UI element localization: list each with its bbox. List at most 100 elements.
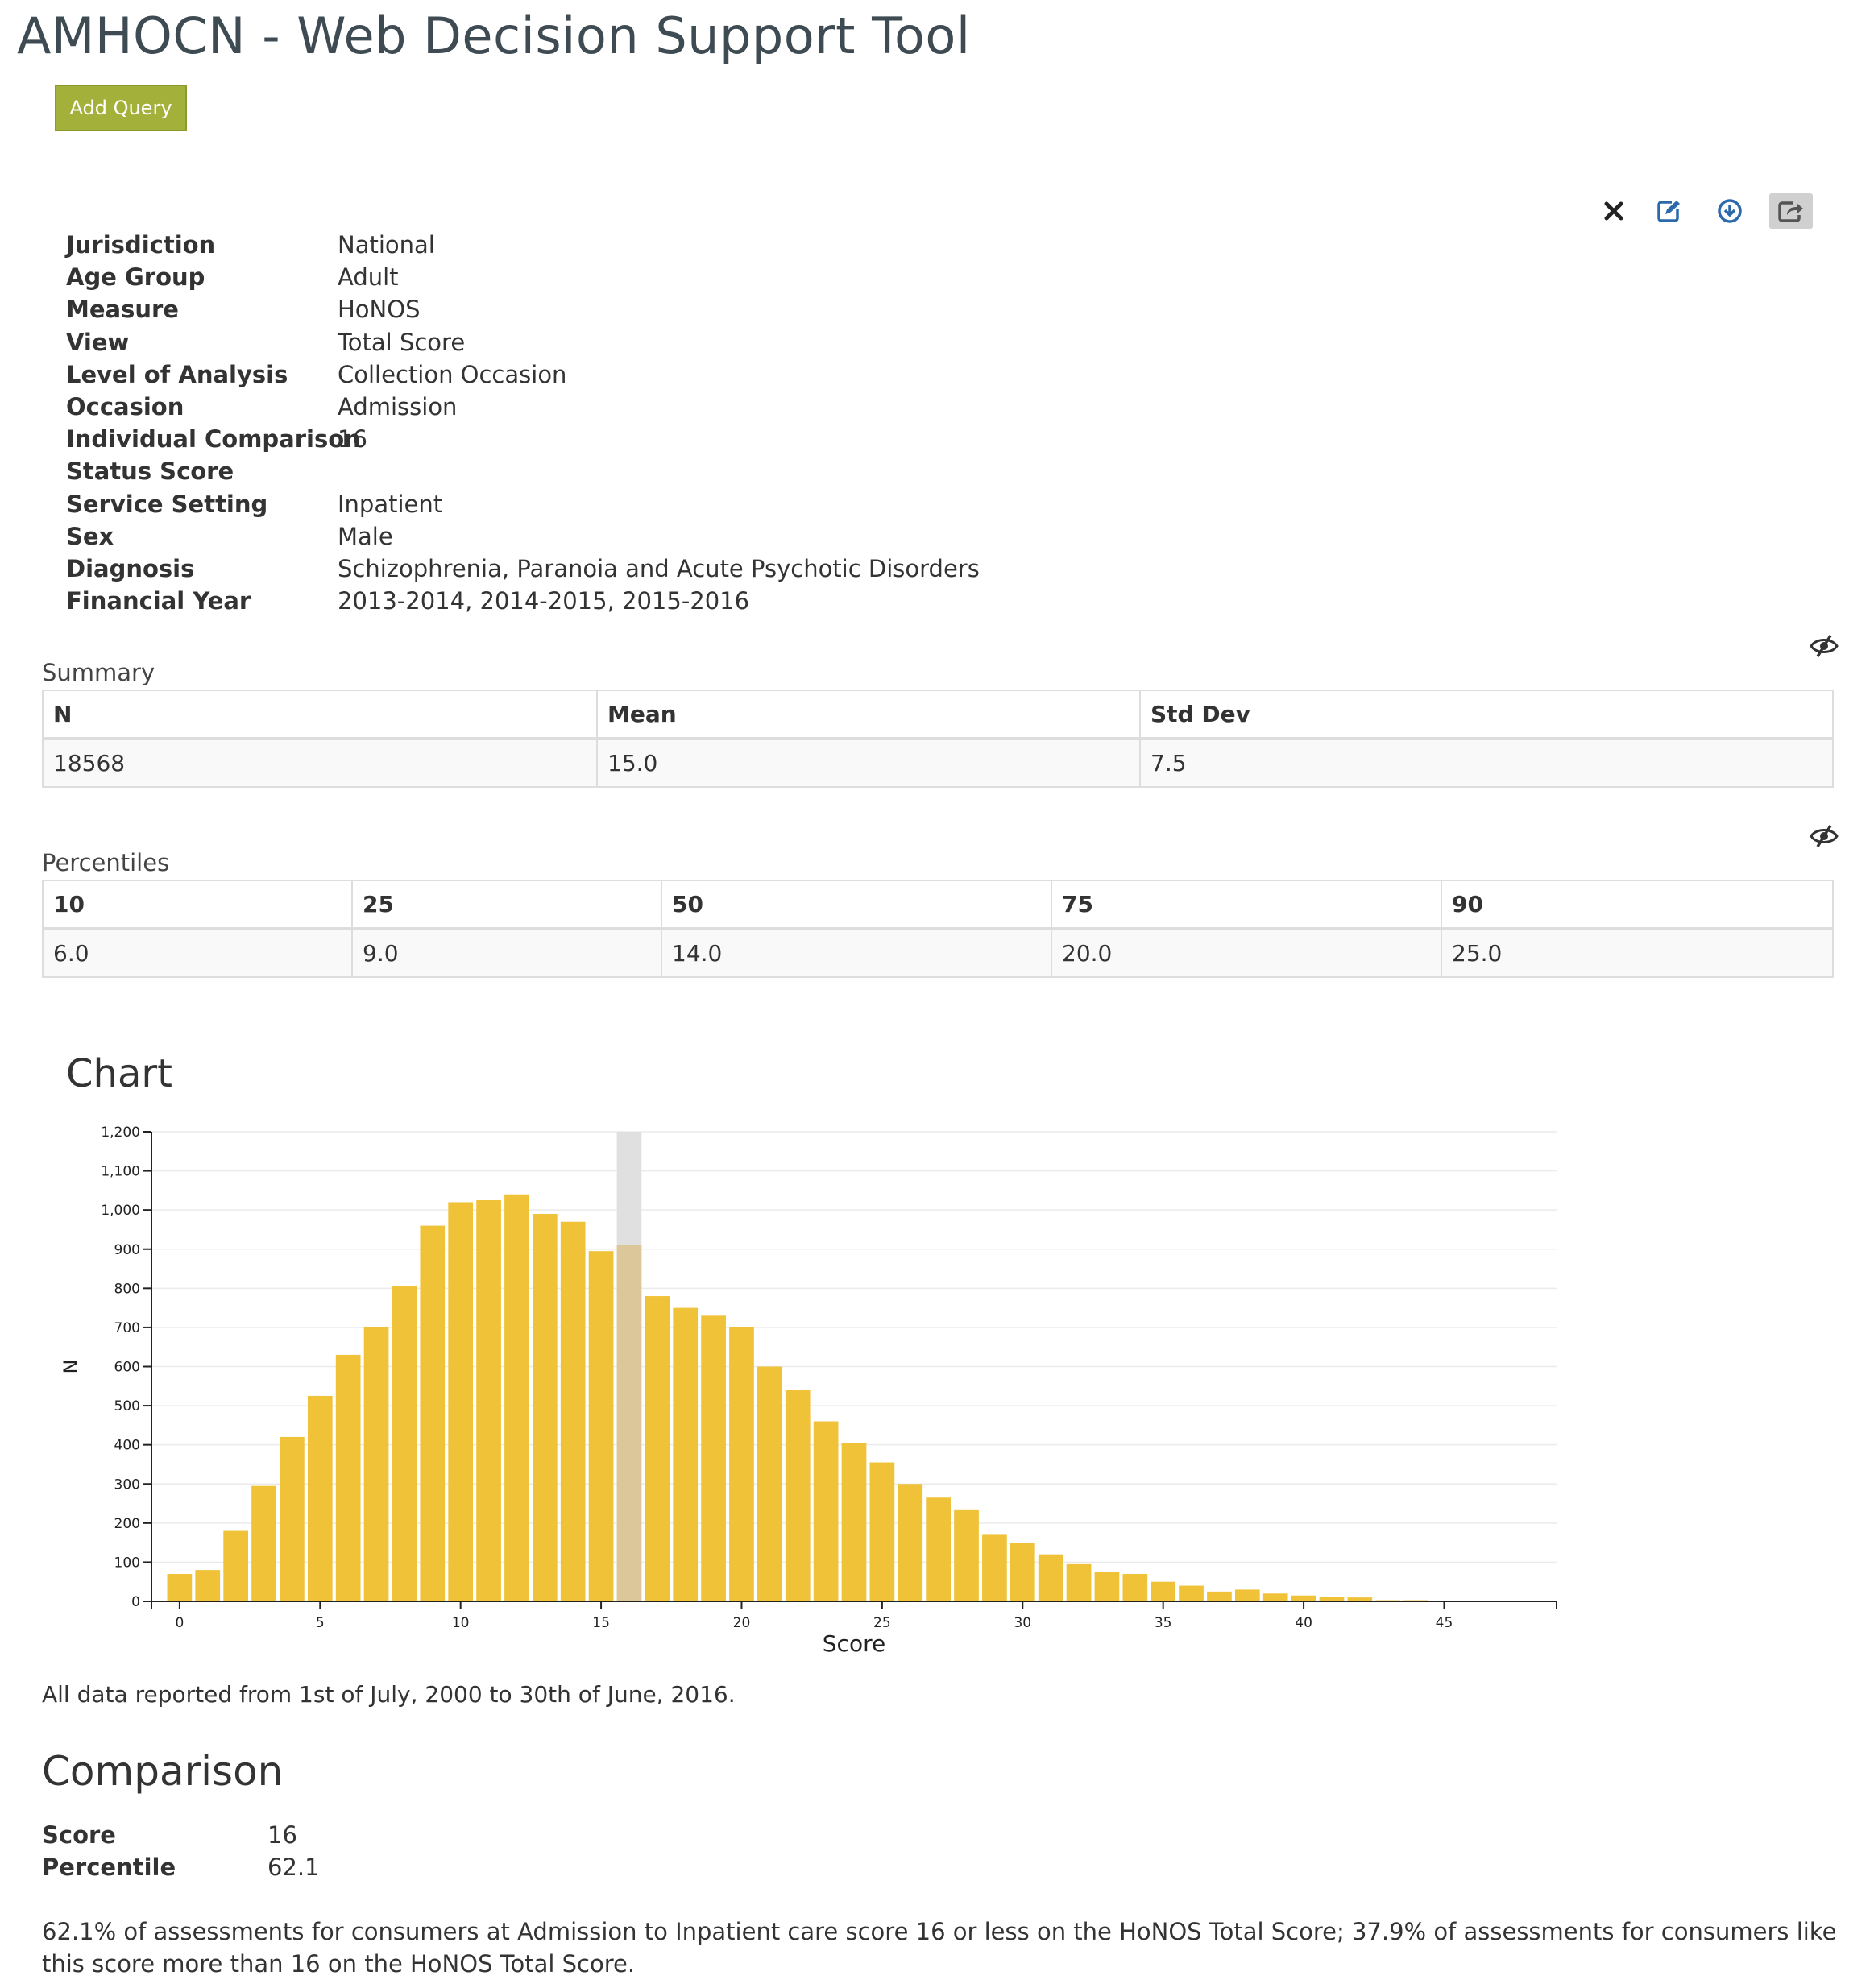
table-row: 18568 15.0 7.5 (42, 738, 1834, 788)
summary-label: Summary (42, 659, 155, 686)
x-tick-label: 10 (452, 1615, 470, 1631)
comparison-heading: Comparison (42, 1748, 284, 1795)
table-cell: 18568 (42, 738, 598, 788)
criteria-row-view: View Total Score (66, 326, 980, 358)
bar-score-36 (1179, 1585, 1204, 1601)
table-cell: 9.0 (351, 928, 662, 978)
column-header: 90 (1441, 880, 1834, 930)
bar-score-18 (673, 1307, 699, 1601)
criteria-label: Diagnosis (66, 554, 195, 582)
criteria-value: Adult (338, 263, 399, 292)
hide-percentiles-eye-icon[interactable] (1810, 823, 1842, 852)
column-header: Std Dev (1139, 690, 1834, 740)
criteria-row-measure: Measure HoNOS (66, 293, 980, 325)
criteria-row-financial-year: Financial Year 2013-2014, 2014-2015, 2015… (66, 585, 980, 617)
x-tick-label: 35 (1155, 1615, 1172, 1631)
bar-score-30 (1010, 1543, 1035, 1601)
bar-score-28 (954, 1509, 979, 1601)
y-tick-label: 100 (114, 1555, 140, 1571)
table-cell: 20.0 (1051, 928, 1442, 978)
table-cell: 6.0 (42, 928, 353, 978)
criteria-value: HoNOS (338, 296, 421, 324)
y-tick-label: 700 (114, 1320, 140, 1336)
bar-score-25 (869, 1462, 895, 1601)
comparison-row-score: Score 16 (42, 1819, 320, 1851)
criteria-row-occasion: Occasion Admission (66, 391, 980, 423)
comparison-label: Score (42, 1821, 116, 1849)
table-header-row: 10 25 50 75 90 (42, 880, 1834, 930)
column-header: Mean (596, 690, 1141, 740)
x-tick-label: 0 (175, 1615, 184, 1631)
criteria-value: 16 (338, 425, 367, 454)
criteria-row-jurisdiction: Jurisdiction National (66, 229, 980, 261)
column-header: 10 (42, 880, 353, 930)
criteria-label: Sex (66, 522, 114, 550)
criteria-row-individual-comparison: Individual Comparison 16 (66, 423, 980, 455)
comparison-description: 62.1% of assessments for consumers at Ad… (42, 1918, 1837, 1978)
criteria-label: Service Setting (66, 490, 268, 518)
bar-score-29 (982, 1534, 1007, 1601)
y-axis-label: N (60, 1360, 82, 1374)
criteria-value: Admission (338, 393, 458, 421)
table-cell: 7.5 (1139, 738, 1834, 788)
bar-score-40 (1291, 1595, 1316, 1601)
criteria-label: Measure (66, 296, 179, 324)
hide-summary-eye-icon[interactable] (1810, 633, 1842, 662)
y-tick-label: 500 (114, 1398, 140, 1414)
bar-score-13 (532, 1214, 558, 1601)
criteria-label: Financial Year (66, 587, 251, 615)
comparison-value: 62.1 (267, 1853, 320, 1881)
y-tick-label: 1,100 (101, 1164, 140, 1180)
edit-icon[interactable] (1647, 193, 1690, 229)
bar-score-10 (448, 1202, 474, 1601)
column-header: 75 (1051, 880, 1442, 930)
bar-score-21 (757, 1366, 782, 1601)
criteria-label: View (66, 328, 130, 356)
x-tick-label: 25 (873, 1615, 891, 1631)
y-tick-label: 0 (131, 1594, 140, 1610)
table-header-row: N Mean Std Dev (42, 690, 1834, 740)
query-toolbar (1587, 193, 1829, 234)
column-header: 25 (351, 880, 662, 930)
y-tick-label: 300 (114, 1477, 140, 1493)
x-tick-label: 40 (1295, 1615, 1312, 1631)
bar-score-33 (1094, 1572, 1120, 1601)
bar-score-35 (1151, 1581, 1176, 1601)
table-cell: 15.0 (596, 738, 1141, 788)
comparison-value: 16 (267, 1821, 297, 1849)
bar-score-11 (476, 1200, 501, 1601)
bar-score-41 (1319, 1597, 1345, 1601)
bar-score-2 (223, 1530, 248, 1601)
bar-score-19 (701, 1315, 726, 1601)
page-title: AMHOCN - Web Decision Support Tool (17, 6, 971, 65)
bar-score-26 (898, 1484, 923, 1601)
x-tick-label: 5 (316, 1615, 325, 1631)
score-histogram-chart: 01002003004005006007008009001,0001,1001,… (60, 1124, 1557, 1657)
criteria-row-service-setting: Service Setting Inpatient (66, 488, 980, 520)
bar-score-9 (420, 1225, 446, 1601)
bar-score-38 (1234, 1589, 1260, 1601)
criteria-value: National (338, 231, 435, 259)
bar-score-14 (560, 1221, 586, 1601)
criteria-label: Individual Comparison (66, 425, 361, 454)
criteria-label: Level of Analysis (66, 360, 288, 388)
share-icon[interactable] (1769, 193, 1813, 229)
criteria-row-diagnosis: Diagnosis Schizophrenia, Paranoia and Acu… (66, 553, 980, 585)
add-query-button[interactable]: Add Query (55, 85, 187, 131)
bars (167, 1194, 1541, 1601)
download-icon[interactable] (1708, 193, 1752, 229)
bar-score-23 (813, 1421, 839, 1601)
table-cell: 14.0 (661, 928, 1052, 978)
criteria-label: Jurisdiction (66, 231, 216, 259)
bar-score-16 (616, 1245, 642, 1601)
percentiles-table: 10 25 50 75 90 6.0 9.0 14.0 20.0 25.0 (42, 880, 1834, 978)
bar-score-22 (785, 1390, 811, 1601)
data-period-note: All data reported from 1st of July, 2000… (42, 1681, 736, 1708)
close-icon[interactable] (1592, 193, 1636, 229)
y-tick-label: 900 (114, 1242, 140, 1258)
criteria-value: Inpatient (338, 490, 443, 518)
table-cell: 25.0 (1441, 928, 1834, 978)
criteria-row-level-of-analysis: Level of Analysis Collection Occasion (66, 358, 980, 391)
criteria-label: Age Group (66, 263, 205, 292)
bar-score-37 (1207, 1591, 1232, 1601)
